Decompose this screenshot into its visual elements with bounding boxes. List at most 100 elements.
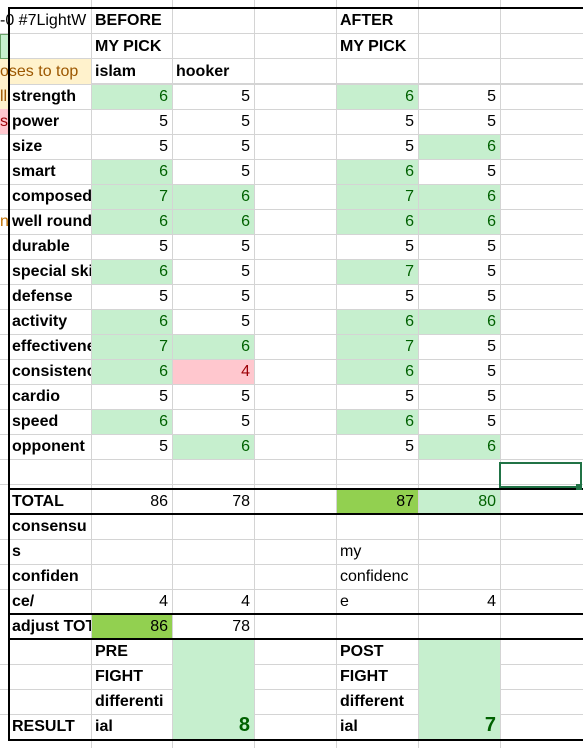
consensus-after-fighter2[interactable]: 4 <box>487 593 496 610</box>
score-cell[interactable]: 5 <box>159 288 168 305</box>
cell-a4-fragment[interactable]: ll <box>0 84 9 109</box>
score-cell[interactable]: 5 <box>487 88 496 105</box>
score-cell[interactable]: 6 <box>173 335 254 359</box>
score-cell[interactable]: 7 <box>337 335 418 359</box>
adjust-total-label[interactable]: adjust TOTAL <box>12 618 91 635</box>
total-after-fighter1[interactable]: 87 <box>337 489 418 514</box>
post-fight-line4[interactable]: ial <box>340 718 358 735</box>
row-label[interactable]: activity <box>12 313 68 330</box>
header-after[interactable]: AFTER <box>340 12 394 29</box>
my-confidence-line2[interactable]: confidenc <box>340 568 409 585</box>
post-fight-differential-cell[interactable] <box>419 640 500 740</box>
score-cell[interactable]: 5 <box>487 338 496 355</box>
pre-fight-line2[interactable]: FIGHT <box>95 668 143 685</box>
row-label[interactable]: cardio <box>12 388 61 405</box>
score-cell[interactable]: 5 <box>487 288 496 305</box>
score-cell[interactable]: 6 <box>92 210 172 234</box>
score-cell[interactable]: 6 <box>173 185 254 209</box>
score-cell[interactable]: 5 <box>487 163 496 180</box>
score-cell[interactable]: 7 <box>92 185 172 209</box>
score-cell[interactable]: 5 <box>487 388 496 405</box>
score-cell[interactable]: 6 <box>419 435 500 459</box>
score-cell[interactable]: 5 <box>241 163 250 180</box>
header-after-sub[interactable]: MY PICK <box>340 38 407 55</box>
consensus-label-line2[interactable]: s <box>12 543 21 560</box>
post-fight-line3[interactable]: different <box>340 693 404 710</box>
score-cell[interactable]: 5 <box>241 113 250 130</box>
consensus-before-fighter2[interactable]: 4 <box>241 593 250 610</box>
score-cell[interactable]: 5 <box>241 238 250 255</box>
consensus-label-line3[interactable]: confiden <box>12 568 79 585</box>
total-before-fighter2[interactable]: 78 <box>232 493 250 510</box>
consensus-before-fighter1[interactable]: 4 <box>159 593 168 610</box>
score-cell[interactable]: 7 <box>337 260 418 284</box>
pre-fight-line3[interactable]: differenti <box>95 693 164 710</box>
score-cell[interactable]: 6 <box>173 435 254 459</box>
score-cell[interactable]: 6 <box>92 360 172 384</box>
score-cell[interactable]: 6 <box>337 360 418 384</box>
cell-a1-fragment[interactable]: -0 #7LightW <box>0 12 87 29</box>
row-label[interactable]: composed <box>12 188 91 205</box>
header-before-sub[interactable]: MY PICK <box>95 38 162 55</box>
score-cell[interactable]: 6 <box>92 260 172 284</box>
post-fight-differential-value[interactable]: 7 <box>484 714 496 736</box>
score-cell[interactable]: 5 <box>487 113 496 130</box>
row-label[interactable]: consistency <box>12 363 91 380</box>
consensus-label-line4[interactable]: ce/ <box>12 593 35 610</box>
adjust-before-fighter2[interactable]: 78 <box>232 618 250 635</box>
score-cell[interactable]: 4 <box>173 360 254 384</box>
pre-fight-differential-value[interactable]: 8 <box>238 714 250 736</box>
score-cell[interactable]: 5 <box>405 113 414 130</box>
row-label[interactable]: strength <box>12 88 76 105</box>
score-cell[interactable]: 5 <box>159 388 168 405</box>
header-fighter1[interactable]: islam <box>95 63 136 80</box>
score-cell[interactable]: 6 <box>337 160 418 184</box>
row-label[interactable]: size <box>12 138 43 155</box>
post-fight-line2[interactable]: FIGHT <box>340 668 388 685</box>
score-cell[interactable]: 5 <box>159 238 168 255</box>
score-cell[interactable]: 6 <box>419 210 500 234</box>
my-confidence-line3[interactable]: e <box>340 593 349 610</box>
post-fight-line1[interactable]: POST <box>340 643 384 660</box>
score-cell[interactable]: 5 <box>241 413 250 430</box>
score-cell[interactable]: 6 <box>337 210 418 234</box>
score-cell[interactable]: 5 <box>159 138 168 155</box>
consensus-label-line1[interactable]: consensu <box>12 518 87 535</box>
score-cell[interactable]: 5 <box>159 438 168 455</box>
score-cell[interactable]: 6 <box>337 85 418 109</box>
total-before-fighter1[interactable]: 86 <box>150 493 168 510</box>
row-label[interactable]: speed <box>12 413 59 430</box>
score-cell[interactable]: 5 <box>159 113 168 130</box>
score-cell[interactable]: 5 <box>405 388 414 405</box>
score-cell[interactable]: 6 <box>337 310 418 334</box>
score-cell[interactable]: 5 <box>241 288 250 305</box>
score-cell[interactable]: 6 <box>419 310 500 334</box>
score-cell[interactable]: 5 <box>241 388 250 405</box>
score-cell[interactable]: 6 <box>419 185 500 209</box>
row-label[interactable]: smart <box>12 163 56 180</box>
score-cell[interactable]: 5 <box>405 288 414 305</box>
header-before[interactable]: BEFORE <box>95 12 162 29</box>
score-cell[interactable]: 6 <box>419 135 500 159</box>
cell-a9-fragment[interactable]: n <box>0 213 9 230</box>
pre-fight-line1[interactable]: PRE <box>95 643 128 660</box>
score-cell[interactable]: 7 <box>92 335 172 359</box>
score-cell[interactable]: 5 <box>405 138 414 155</box>
my-confidence-line1[interactable]: my <box>340 543 362 560</box>
score-cell[interactable]: 5 <box>241 88 250 105</box>
cell-a5-fragment[interactable]: s <box>0 109 9 134</box>
total-after-fighter2[interactable]: 80 <box>419 489 500 514</box>
total-label[interactable]: TOTAL <box>12 493 64 510</box>
score-cell[interactable]: 5 <box>405 438 414 455</box>
score-cell[interactable]: 5 <box>241 313 250 330</box>
score-cell[interactable]: 5 <box>405 238 414 255</box>
score-cell[interactable]: 6 <box>92 410 172 434</box>
row-label[interactable]: special skills <box>12 263 91 280</box>
row-label[interactable]: effectiveness <box>12 338 91 355</box>
score-cell[interactable]: 7 <box>337 185 418 209</box>
score-cell[interactable]: 6 <box>92 310 172 334</box>
result-label[interactable]: RESULT <box>12 718 75 735</box>
score-cell[interactable]: 6 <box>92 160 172 184</box>
score-cell[interactable]: 6 <box>337 410 418 434</box>
